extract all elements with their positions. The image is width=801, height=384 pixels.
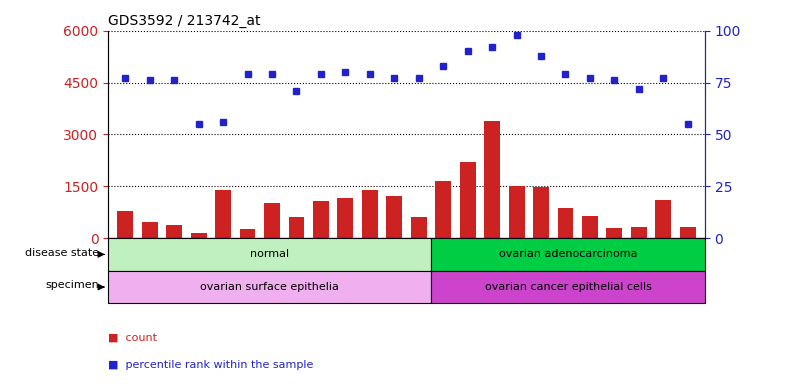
Bar [655,200,671,238]
Bar [264,203,280,238]
Text: disease state: disease state [26,248,99,258]
Text: GDS3592 / 213742_at: GDS3592 / 213742_at [108,14,260,28]
Bar [432,271,705,303]
Bar [288,217,304,238]
Bar [215,190,231,238]
Bar [411,217,427,238]
Text: ovarian cancer epithelial cells: ovarian cancer epithelial cells [485,282,651,292]
Bar [557,208,574,238]
Text: ■  count: ■ count [108,333,157,343]
Text: ■  percentile rank within the sample: ■ percentile rank within the sample [108,360,313,370]
Bar [509,186,525,238]
Text: specimen: specimen [46,280,99,290]
Bar [582,216,598,238]
Bar [142,222,158,238]
Bar [484,121,500,238]
Bar [680,227,696,238]
Text: ovarian surface epithelia: ovarian surface epithelia [200,282,339,292]
Bar [108,271,432,303]
Bar [337,198,353,238]
Bar [117,211,133,238]
Bar [631,227,646,238]
Text: normal: normal [250,249,289,260]
Bar [108,238,432,271]
Text: ovarian adenocarcinoma: ovarian adenocarcinoma [499,249,638,260]
Bar [239,229,256,238]
Bar [386,196,402,238]
Bar [432,238,705,271]
Bar [167,225,182,238]
Bar [460,162,476,238]
Bar [191,233,207,238]
Bar [362,190,378,238]
Bar [313,201,329,238]
Bar [533,187,549,238]
Bar [435,181,451,238]
Bar [606,228,622,238]
